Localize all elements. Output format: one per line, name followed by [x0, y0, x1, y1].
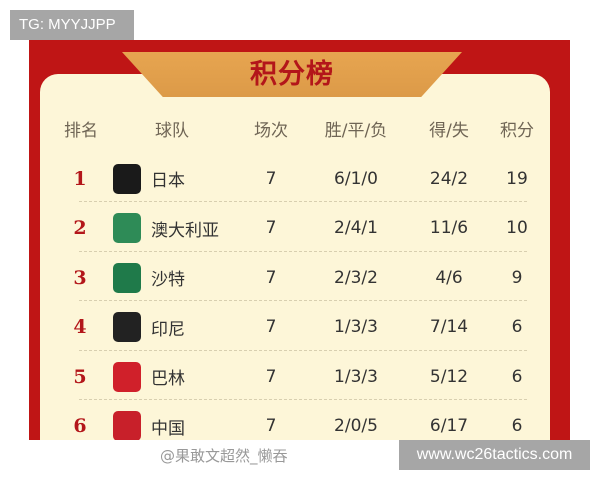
team-cell: 巴林 [113, 352, 185, 401]
title-banner: 积分榜 [122, 52, 462, 97]
goals-cell: 5/12 [429, 366, 469, 387]
australia-crest-icon [113, 213, 141, 243]
saudi-crest-icon [113, 262, 141, 293]
wdl-cell: 2/4/1 [334, 218, 378, 238]
source-badge: TG: MYYJJPP [10, 10, 134, 40]
site-badge: www.wc26tactics.com [399, 440, 590, 470]
bahrain-crest-icon [113, 361, 141, 392]
table-row: 4 印尼 7 1/3/3 7/14 6 [29, 303, 570, 352]
played-cell: 7 [265, 168, 277, 189]
row-divider [79, 300, 527, 301]
table-row: 1 日本 7 6/1/0 24/2 19 [29, 154, 570, 203]
goals-cell: 24/2 [429, 168, 469, 189]
points-cell: 19 [506, 168, 528, 189]
table-row: 5 巴林 7 1/3/3 5/12 6 [29, 352, 570, 401]
points-cell: 6 [511, 317, 523, 337]
japan-crest-icon [113, 163, 141, 194]
wdl-cell: 2/0/5 [334, 416, 378, 436]
played-cell: 7 [265, 366, 277, 387]
table-row: 6 中国 7 2/0/5 6/17 6 [29, 402, 570, 440]
points-cell: 9 [511, 267, 523, 288]
team-name: 沙特 [151, 270, 185, 290]
rank-cell: 6 [73, 415, 87, 437]
header-goals: 得/失 [429, 121, 469, 141]
rank-cell: 1 [73, 167, 87, 190]
header-played: 场次 [254, 121, 288, 141]
played-cell: 7 [265, 317, 277, 337]
goals-cell: 6/17 [429, 416, 469, 436]
team-name: 中国 [151, 418, 185, 439]
points-cell: 6 [511, 366, 523, 387]
team-name: 澳大利亚 [151, 220, 219, 241]
points-cell: 10 [506, 218, 528, 238]
points-cell: 6 [511, 416, 523, 436]
header-points: 积分 [500, 121, 534, 141]
table-header: 排名 球队 场次 胜/平/负 得/失 积分 [29, 104, 570, 153]
team-cell: 沙特 [113, 253, 185, 302]
header-rank: 排名 [64, 121, 98, 141]
table-row: 2 澳大利亚 7 2/4/1 11/6 10 [29, 204, 570, 253]
team-name: 日本 [151, 171, 185, 191]
goals-cell: 11/6 [429, 218, 469, 238]
table-row: 3 沙特 7 2/3/2 4/6 9 [29, 253, 570, 302]
page-title: 积分榜 [250, 59, 334, 90]
rank-cell: 5 [73, 365, 87, 388]
wdl-cell: 1/3/3 [334, 366, 378, 387]
wdl-cell: 2/3/2 [334, 267, 378, 288]
wdl-cell: 1/3/3 [334, 317, 378, 337]
header-wdl: 胜/平/负 [324, 121, 388, 141]
team-cell: 澳大利亚 [113, 204, 219, 253]
played-cell: 7 [265, 218, 277, 238]
header-team: 球队 [155, 121, 189, 141]
goals-cell: 7/14 [429, 317, 469, 337]
rank-cell: 3 [73, 266, 87, 289]
played-cell: 7 [265, 267, 277, 288]
rank-cell: 2 [73, 217, 87, 239]
indonesia-crest-icon [113, 312, 141, 342]
team-cell: 中国 [113, 402, 185, 440]
team-cell: 日本 [113, 154, 185, 203]
wdl-cell: 6/1/0 [334, 168, 378, 189]
row-divider [79, 201, 527, 202]
row-divider [79, 349, 527, 351]
row-divider [79, 250, 527, 252]
standings-panel: 积分榜 排名 球队 场次 胜/平/负 得/失 积分 1 日本 7 6/1/0 2… [29, 40, 570, 440]
team-name: 印尼 [151, 319, 185, 340]
row-divider [79, 399, 527, 400]
played-cell: 7 [265, 416, 277, 436]
watermark: @果敢文超然_懒吞 [160, 447, 288, 465]
team-cell: 印尼 [113, 303, 185, 352]
china-crest-icon [113, 411, 141, 440]
team-name: 巴林 [151, 369, 185, 389]
rank-cell: 4 [73, 316, 87, 338]
goals-cell: 4/6 [435, 267, 463, 288]
